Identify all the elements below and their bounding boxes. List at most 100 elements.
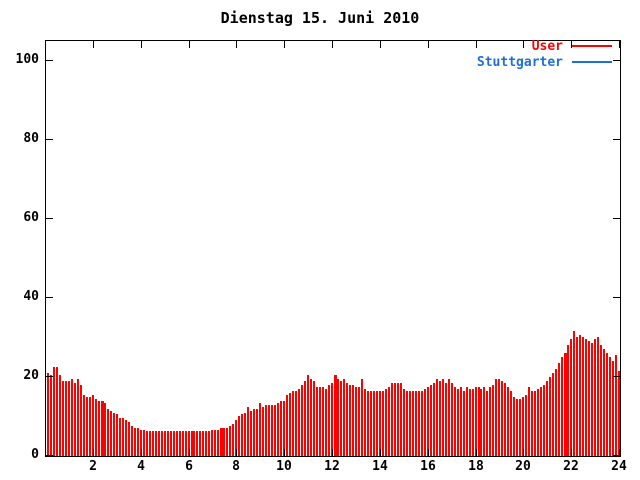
- impulse-bar: [579, 335, 581, 456]
- y-tick-label: 40: [23, 289, 39, 304]
- x-tick-mark: [571, 449, 572, 456]
- impulse-bar: [86, 397, 88, 456]
- impulse-bar: [232, 424, 234, 456]
- x-tick-mark: [619, 449, 620, 456]
- impulse-bar: [615, 355, 617, 456]
- x-tick-label: 10: [276, 459, 292, 474]
- impulse-bar: [53, 367, 55, 456]
- x-tick-mark: [428, 41, 429, 48]
- y-tick-mark: [46, 60, 53, 61]
- impulse-bar: [603, 349, 605, 456]
- impulse-bar: [507, 387, 509, 456]
- x-tick-mark: [141, 41, 142, 48]
- impulse-bar: [597, 337, 599, 456]
- impulse-bar: [519, 399, 521, 456]
- legend-line-stuttgarter: [572, 61, 612, 63]
- impulse-bar: [59, 375, 61, 456]
- impulse-bar: [304, 381, 306, 456]
- impulse-bar: [528, 387, 530, 456]
- impulse-bar: [385, 389, 387, 456]
- impulse-bar: [50, 375, 52, 456]
- legend-label-stuttgarter: Stuttgarter: [476, 54, 563, 70]
- impulse-bar: [522, 397, 524, 456]
- impulse-bar: [107, 409, 109, 456]
- impulse-bar: [439, 381, 441, 456]
- impulse-bar: [191, 431, 193, 456]
- y-tick-label: 80: [23, 131, 39, 146]
- y-tick-mark: [613, 376, 620, 377]
- impulse-bar: [352, 385, 354, 456]
- impulse-bar: [244, 413, 246, 456]
- impulse-bar: [433, 383, 435, 456]
- impulse-bar: [430, 385, 432, 456]
- y-tick-mark: [46, 455, 53, 456]
- impulse-bar: [119, 418, 121, 456]
- impulse-bar: [83, 395, 85, 456]
- impulse-bar: [211, 430, 213, 456]
- impulse-bar: [256, 409, 258, 456]
- impulse-bar: [483, 387, 485, 456]
- impulse-bar: [125, 420, 127, 456]
- x-tick-mark: [476, 449, 477, 456]
- impulse-bar: [92, 395, 94, 456]
- x-tick-mark: [380, 449, 381, 456]
- y-tick-mark: [46, 218, 53, 219]
- impulse-bar: [182, 431, 184, 456]
- impulse-bar: [328, 385, 330, 456]
- impulse-bar: [313, 381, 315, 456]
- impulse-bar: [346, 383, 348, 456]
- impulse-bar: [427, 387, 429, 456]
- impulse-bar: [382, 391, 384, 456]
- y-tick-label: 0: [31, 447, 39, 462]
- impulse-bar: [176, 431, 178, 456]
- impulse-bar: [250, 411, 252, 456]
- impulse-bar: [582, 337, 584, 456]
- impulse-bar: [379, 391, 381, 456]
- impulse-bar: [549, 377, 551, 456]
- impulse-bar: [259, 403, 261, 456]
- impulse-bar: [80, 385, 82, 456]
- legend-label-user: User: [531, 38, 563, 54]
- impulse-bar: [600, 345, 602, 456]
- impulse-bar: [292, 391, 294, 456]
- impulse-bar: [543, 385, 545, 456]
- impulse-bar: [442, 379, 444, 456]
- x-tick-mark: [523, 449, 524, 456]
- x-tick-label: 4: [137, 459, 145, 474]
- impulse-bar: [289, 393, 291, 456]
- impulse-bar: [74, 383, 76, 456]
- impulse-bar: [301, 385, 303, 456]
- impulse-bar: [424, 389, 426, 456]
- impulse-bar: [152, 431, 154, 456]
- impulse-bar: [573, 331, 575, 456]
- impulse-bar: [226, 428, 228, 456]
- impulse-bar: [564, 353, 567, 456]
- impulse-bar: [65, 381, 67, 456]
- impulse-bar: [394, 383, 396, 456]
- y-tick-mark: [46, 297, 53, 298]
- y-tick-label: 100: [15, 52, 39, 67]
- x-tick-mark: [284, 41, 285, 48]
- impulse-bar: [504, 383, 506, 456]
- y-tick-mark: [46, 139, 53, 140]
- impulse-bar: [188, 431, 190, 456]
- x-tick-mark: [332, 41, 333, 48]
- impulse-bar: [591, 343, 593, 456]
- impulse-bar: [376, 391, 378, 456]
- impulse-bar: [122, 418, 124, 456]
- impulse-bar: [489, 387, 491, 456]
- impulse-bar: [415, 391, 417, 456]
- impulse-bar: [466, 387, 468, 456]
- impulse-bar: [113, 413, 115, 456]
- impulse-bar: [173, 431, 175, 456]
- impulse-bar: [98, 401, 100, 456]
- x-tick-mark: [236, 41, 237, 48]
- impulse-bar: [295, 391, 297, 456]
- impulse-bar: [561, 357, 563, 456]
- impulse-bar: [137, 428, 139, 456]
- impulse-bar: [62, 381, 64, 456]
- y-tick-mark: [613, 455, 620, 456]
- impulse-bar: [47, 373, 49, 456]
- legend-item-stuttgarter: Stuttgarter: [477, 54, 612, 70]
- impulse-bar: [537, 389, 539, 456]
